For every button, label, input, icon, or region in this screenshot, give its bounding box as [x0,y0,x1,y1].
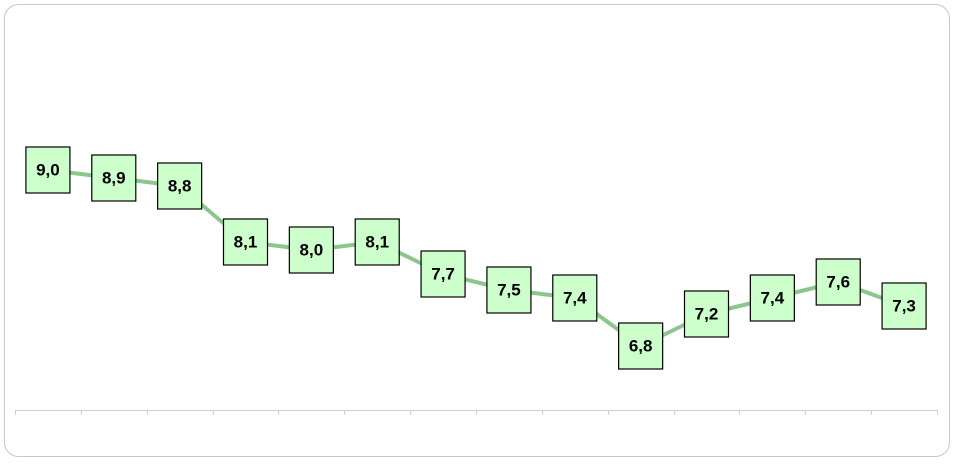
data-label-box [749,274,795,322]
data-label-box [618,322,664,370]
data-label-box [815,258,861,306]
data-label: 7,4 [761,289,785,308]
data-label: 6,8 [629,337,653,356]
data-label-box [91,154,137,202]
data-label: 7,2 [695,305,719,324]
data-label-box [683,290,730,338]
data-label-box [288,226,334,274]
data-label-box [552,274,598,322]
data-label: 8,1 [365,233,389,252]
data-label-box [222,218,269,266]
chart-frame [4,4,950,457]
data-label: 8,8 [168,177,192,196]
data-label-box [881,282,927,330]
data-label: 9,0 [36,161,60,180]
data-label: 8,1 [234,233,258,252]
data-label: 8,0 [300,241,324,260]
data-label-box [25,146,71,194]
data-label: 7,4 [563,289,587,308]
data-label-box [420,250,466,298]
data-label: 7,6 [826,273,850,292]
data-label: 7,3 [892,297,916,316]
data-label-box [486,266,532,314]
data-label: 7,5 [497,281,521,300]
data-label: 8,9 [102,169,126,188]
data-label-box [157,162,203,210]
data-label-box [354,218,400,266]
data-label: 7,7 [431,265,455,284]
